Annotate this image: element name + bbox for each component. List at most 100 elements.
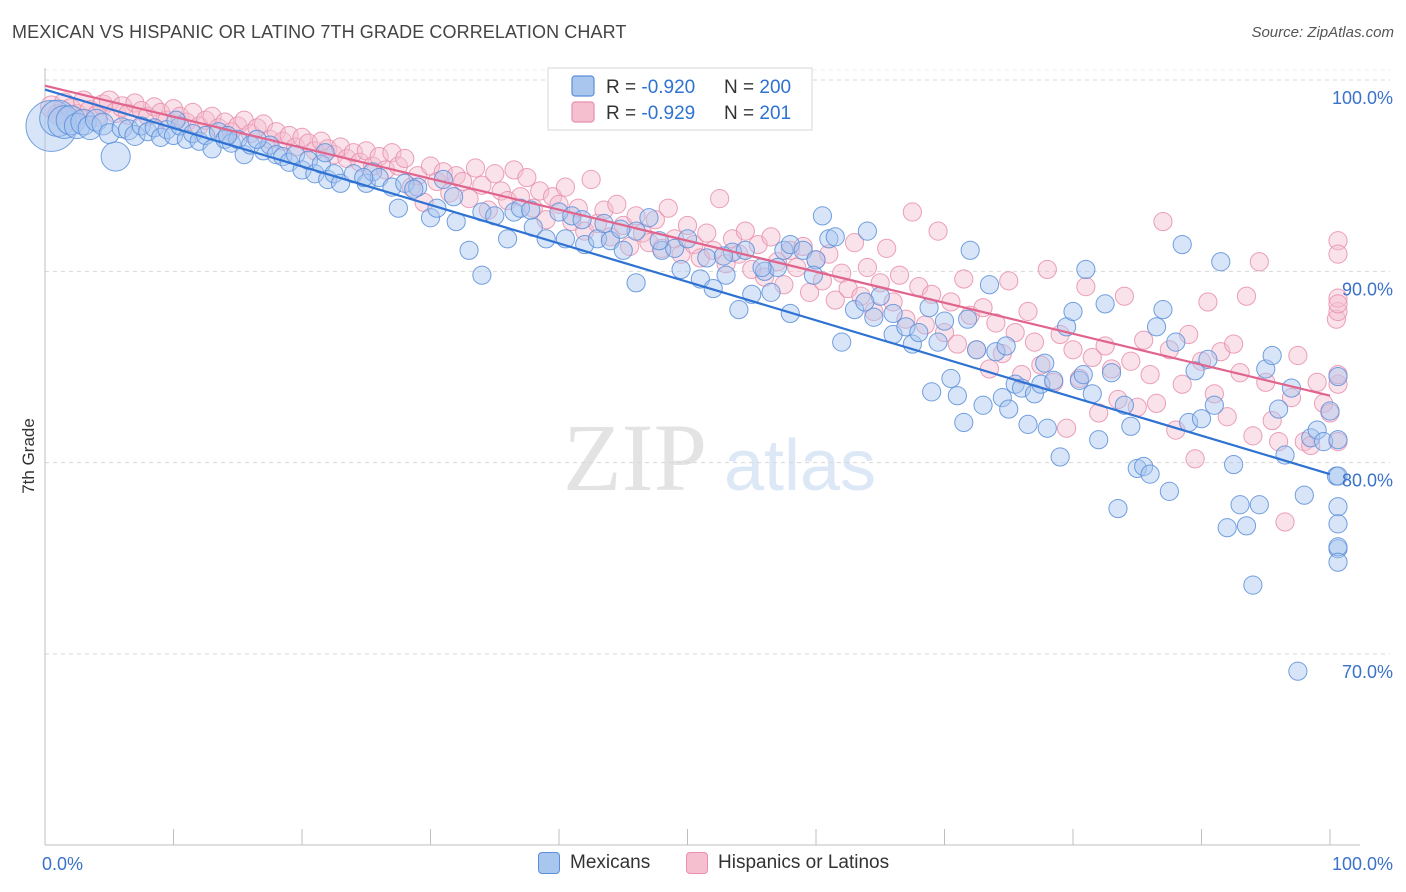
mexicans-point xyxy=(1301,428,1321,448)
mexicans-point xyxy=(1217,518,1237,538)
hispanics-point xyxy=(607,194,627,214)
watermark: ZIP atlas xyxy=(563,404,876,511)
hispanics-point xyxy=(1185,449,1205,469)
mexicans-point xyxy=(472,265,492,285)
mexicans-point xyxy=(649,231,669,251)
mexicans-point xyxy=(100,141,131,172)
mexicans-point xyxy=(954,412,974,433)
hispanics-point xyxy=(517,167,537,188)
svg-text:R = -0.920: R = -0.920 xyxy=(606,77,695,98)
mexicans-point xyxy=(825,227,845,247)
hispanics-point xyxy=(1198,292,1218,312)
hispanics-point xyxy=(761,227,781,247)
mexicans-point xyxy=(1114,395,1134,415)
legend-n-label-1: N = xyxy=(724,77,759,98)
mexicans-point xyxy=(124,124,146,146)
mexicans-point xyxy=(934,311,955,331)
mexicans-point xyxy=(1153,300,1173,320)
hispanics-point xyxy=(934,322,955,343)
hispanics-point xyxy=(1056,418,1077,438)
mexicans-point xyxy=(459,240,479,260)
hispanics-point xyxy=(710,189,730,209)
hispanics-point xyxy=(1204,384,1224,404)
mexicans-point xyxy=(1328,552,1348,572)
mexicans-point xyxy=(812,206,833,226)
hispanics-point xyxy=(1005,322,1025,343)
hispanics-point xyxy=(1076,277,1096,297)
mexicans-point xyxy=(909,322,929,343)
hispanics-point xyxy=(889,265,910,285)
hispanics-point xyxy=(1012,365,1032,385)
mexicans-point xyxy=(883,303,903,324)
legend-swatch-mexicans xyxy=(571,75,595,97)
mexicans-point xyxy=(1328,366,1348,387)
mexicans-point xyxy=(77,115,103,141)
mexicans-point xyxy=(1140,464,1160,484)
series-mexicans-points xyxy=(25,99,1348,681)
hispanics-point xyxy=(1224,334,1244,354)
mexicans-point xyxy=(729,300,749,320)
hispanics-point xyxy=(1114,286,1134,306)
svg-text:N = 200: N = 200 xyxy=(724,77,791,98)
mexicans-point xyxy=(960,240,980,260)
mexicans-trend-line xyxy=(44,88,1331,476)
hispanics-point xyxy=(1249,252,1269,272)
mexicans-point xyxy=(1050,447,1070,467)
hispanics-point xyxy=(1307,372,1327,392)
mexicans-point xyxy=(1328,466,1348,486)
hispanics-trend-line xyxy=(44,84,1331,397)
y-axis-label: 7th Grade xyxy=(19,418,38,494)
hispanics-point xyxy=(954,269,974,289)
mexicans-point xyxy=(163,125,184,146)
mexicans-point xyxy=(1166,332,1186,352)
y-tick-label: 90.0% xyxy=(1342,279,1393,299)
hispanics-point xyxy=(883,292,903,312)
x-tick-label: 100.0% xyxy=(1332,854,1393,874)
hispanics-point xyxy=(555,177,576,197)
mexicans-point xyxy=(498,229,518,249)
mexicans-point xyxy=(1127,458,1147,478)
mexicans-point xyxy=(1243,575,1263,595)
legend-item-hispanics[interactable]: Hispanics or Latinos xyxy=(686,852,889,874)
mexicans-point xyxy=(404,179,424,199)
mexicans-point xyxy=(1328,514,1348,534)
mexicans-point xyxy=(626,273,646,293)
hispanics-point xyxy=(986,313,1006,333)
mexicans-point xyxy=(1204,395,1224,415)
mexicans-point xyxy=(896,317,916,337)
mexicans-point xyxy=(388,198,408,218)
hispanics-point xyxy=(645,210,665,230)
mexicans-point xyxy=(1108,498,1128,519)
hispanics-point xyxy=(530,181,550,201)
mexicans-point xyxy=(755,261,775,281)
mexicans-point xyxy=(967,340,987,360)
y-tick-label: 70.0% xyxy=(1342,662,1393,682)
mexicans-point xyxy=(1076,259,1096,280)
hispanics-point xyxy=(1262,410,1282,431)
hispanics-point xyxy=(812,271,833,291)
hispanics-point xyxy=(825,290,845,310)
mexicans-point xyxy=(1249,495,1269,515)
mexicans-point xyxy=(427,198,447,218)
hispanics-point xyxy=(716,254,736,274)
mexicans-point xyxy=(1288,661,1308,681)
mexicans-point xyxy=(1230,495,1250,515)
source-label: Source: ZipAtlas.com xyxy=(1251,24,1394,41)
mexicans-point xyxy=(1191,409,1212,429)
legend-r-value-1: -0.920 xyxy=(641,77,695,98)
mexicans-point xyxy=(819,229,839,249)
mexicans-point xyxy=(1073,365,1093,385)
mexicans-point xyxy=(1037,418,1057,438)
legend-item-mexicans[interactable]: Mexicans xyxy=(538,852,650,874)
mexicans-point xyxy=(996,336,1016,356)
hispanics-point xyxy=(1159,340,1179,360)
mexicans-point xyxy=(992,388,1012,408)
chart-title: MEXICAN VS HISPANIC OR LATINO 7TH GRADE … xyxy=(12,22,627,42)
mexicans-point xyxy=(613,240,633,260)
mexicans-point xyxy=(1101,363,1122,383)
mexicans-point xyxy=(986,342,1006,362)
mexicans-point xyxy=(1146,317,1167,337)
hispanics-point xyxy=(658,198,678,218)
mexicans-point xyxy=(1294,485,1314,505)
